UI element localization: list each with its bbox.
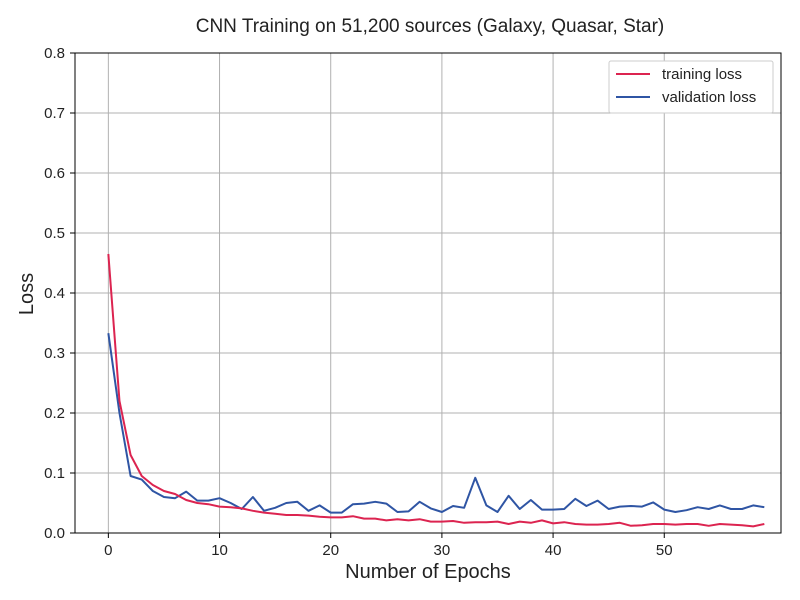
y-tick-label: 0.4 (44, 285, 65, 302)
y-tick-label: 0.8 (44, 45, 65, 62)
validation-loss-line (107, 333, 765, 514)
legend-label-validation: validation loss (662, 89, 756, 106)
x-tick-label: 30 (434, 542, 451, 559)
x-tick-label: 50 (656, 542, 673, 559)
y-axis-label: Loss (16, 273, 38, 315)
training-loss-line (107, 253, 765, 528)
series-lines (107, 253, 765, 528)
x-axis-label: Number of Epochs (345, 561, 511, 583)
y-tick-label: 0.2 (44, 405, 65, 422)
legend-label-training: training loss (662, 66, 742, 83)
y-tick-label: 0.0 (44, 525, 65, 542)
x-axis-ticks: 0 10 20 30 40 50 (104, 533, 673, 559)
y-tick-label: 0.1 (44, 465, 65, 482)
legend: training loss validation loss (608, 60, 774, 114)
y-tick-label: 0.3 (44, 345, 65, 362)
y-tick-label: 0.6 (44, 165, 65, 182)
y-tick-label: 0.7 (44, 105, 65, 122)
y-tick-label: 0.5 (44, 225, 65, 242)
x-tick-label: 0 (104, 542, 112, 559)
x-tick-label: 20 (322, 542, 339, 559)
x-tick-label: 10 (211, 542, 228, 559)
x-tick-label: 40 (545, 542, 562, 559)
chart-title: CNN Training on 51,200 sources (Galaxy, … (196, 16, 665, 37)
y-axis-ticks: 0.0 0.1 0.2 0.3 0.4 0.5 0.6 0.7 0.8 (44, 45, 75, 542)
